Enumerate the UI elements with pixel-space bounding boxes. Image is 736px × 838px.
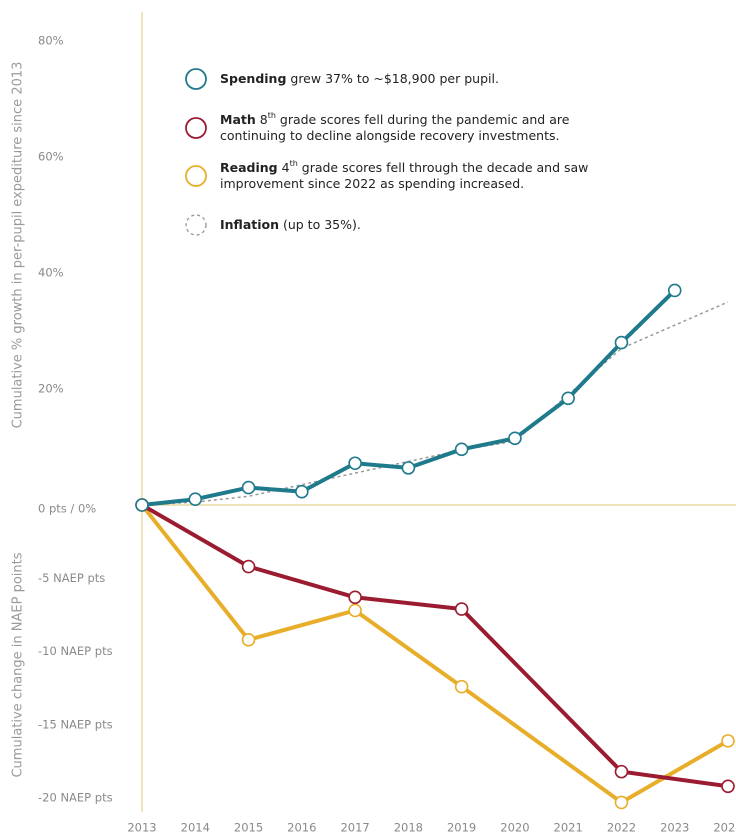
y2-tick-label: -5 NAEP pts — [38, 571, 105, 585]
marker — [508, 431, 522, 446]
marker — [667, 283, 682, 298]
series-line — [141, 301, 729, 506]
legend-text: continuing to decline alongside recovery… — [220, 128, 559, 143]
y-tick-label: 60% — [38, 150, 64, 164]
legend-desc: th — [268, 111, 276, 120]
marker — [241, 480, 256, 495]
marker — [348, 590, 362, 605]
marker — [135, 498, 149, 512]
x-tick-label: 2014 — [181, 821, 210, 835]
legend-text: Math 8th grade scores fell during the pa… — [220, 111, 570, 127]
legend-text: Inflation (up to 35%). — [220, 217, 361, 232]
y2-axis-title: Cumulative change in NAEP points — [11, 552, 26, 777]
y-tick-label: 20% — [38, 382, 64, 396]
legend-desc: th — [290, 159, 298, 168]
legend-text: improvement since 2022 as spending incre… — [220, 176, 524, 191]
x-tick-label: 2016 — [287, 821, 316, 835]
x-tick-label: 2020 — [500, 821, 529, 835]
legend-name: Inflation — [220, 217, 279, 232]
legend-desc: grade scores fell through the decade and… — [298, 160, 589, 175]
x-tick-label: 2017 — [340, 821, 369, 835]
legend-desc: 8 — [256, 112, 268, 127]
marker — [348, 603, 362, 618]
marker — [614, 335, 629, 350]
legend-desc: 4 — [278, 160, 290, 175]
x-tick-label: 2019 — [447, 821, 476, 835]
y2-tick-label: -15 NAEP pts — [38, 717, 113, 731]
x-tick-label: 2018 — [394, 821, 423, 835]
legend-name: Reading — [220, 160, 278, 175]
marker — [401, 461, 416, 475]
legend-desc: grew 37% to ~$18,900 per pupil. — [286, 71, 499, 86]
marker — [454, 679, 469, 694]
marker — [295, 484, 309, 499]
marker — [241, 559, 256, 574]
marker — [454, 442, 469, 457]
legend-name: Math — [220, 112, 256, 127]
x-tick-label: 2024 — [713, 821, 736, 835]
marker — [721, 734, 735, 748]
y-tick-label: 80% — [38, 34, 64, 48]
legend-icon — [185, 68, 207, 90]
marker — [614, 764, 629, 779]
y-tick-label: 0 pts / 0% — [38, 502, 96, 516]
legend-text: Spending grew 37% to ~$18,900 per pupil. — [220, 71, 499, 86]
marker — [241, 632, 256, 647]
x-tick-label: 2023 — [660, 821, 689, 835]
y-axis-title: Cumulative % growth in per-pupil expedit… — [11, 62, 26, 429]
marker — [454, 602, 469, 616]
marker — [348, 456, 362, 471]
marker — [614, 795, 629, 810]
x-tick-label: 2013 — [127, 821, 156, 835]
series-line — [140, 503, 729, 789]
legend-desc: grade scores fell during the pandemic an… — [276, 112, 570, 127]
y2-tick-label: -10 NAEP pts — [38, 644, 113, 658]
legend-text: Reading 4th grade scores fell through th… — [220, 159, 588, 175]
x-tick-label: 2021 — [554, 821, 583, 835]
y-tick-label: 40% — [38, 266, 64, 280]
marker — [188, 492, 203, 507]
series-line — [140, 503, 730, 805]
legend-desc: (up to 35%). — [279, 217, 361, 232]
legend-icon — [185, 165, 207, 187]
legend-icon — [185, 117, 207, 139]
y2-tick-label: -20 NAEP pts — [38, 791, 113, 805]
x-tick-label: 2022 — [607, 821, 636, 835]
x-tick-label: 2015 — [234, 821, 263, 835]
marker — [721, 779, 735, 794]
marker — [561, 391, 575, 406]
legend-icon — [185, 214, 207, 236]
legend-name: Spending — [220, 71, 286, 86]
legend-desc: improvement since 2022 as spending incre… — [220, 176, 524, 191]
legend-desc: continuing to decline alongside recovery… — [220, 128, 559, 143]
